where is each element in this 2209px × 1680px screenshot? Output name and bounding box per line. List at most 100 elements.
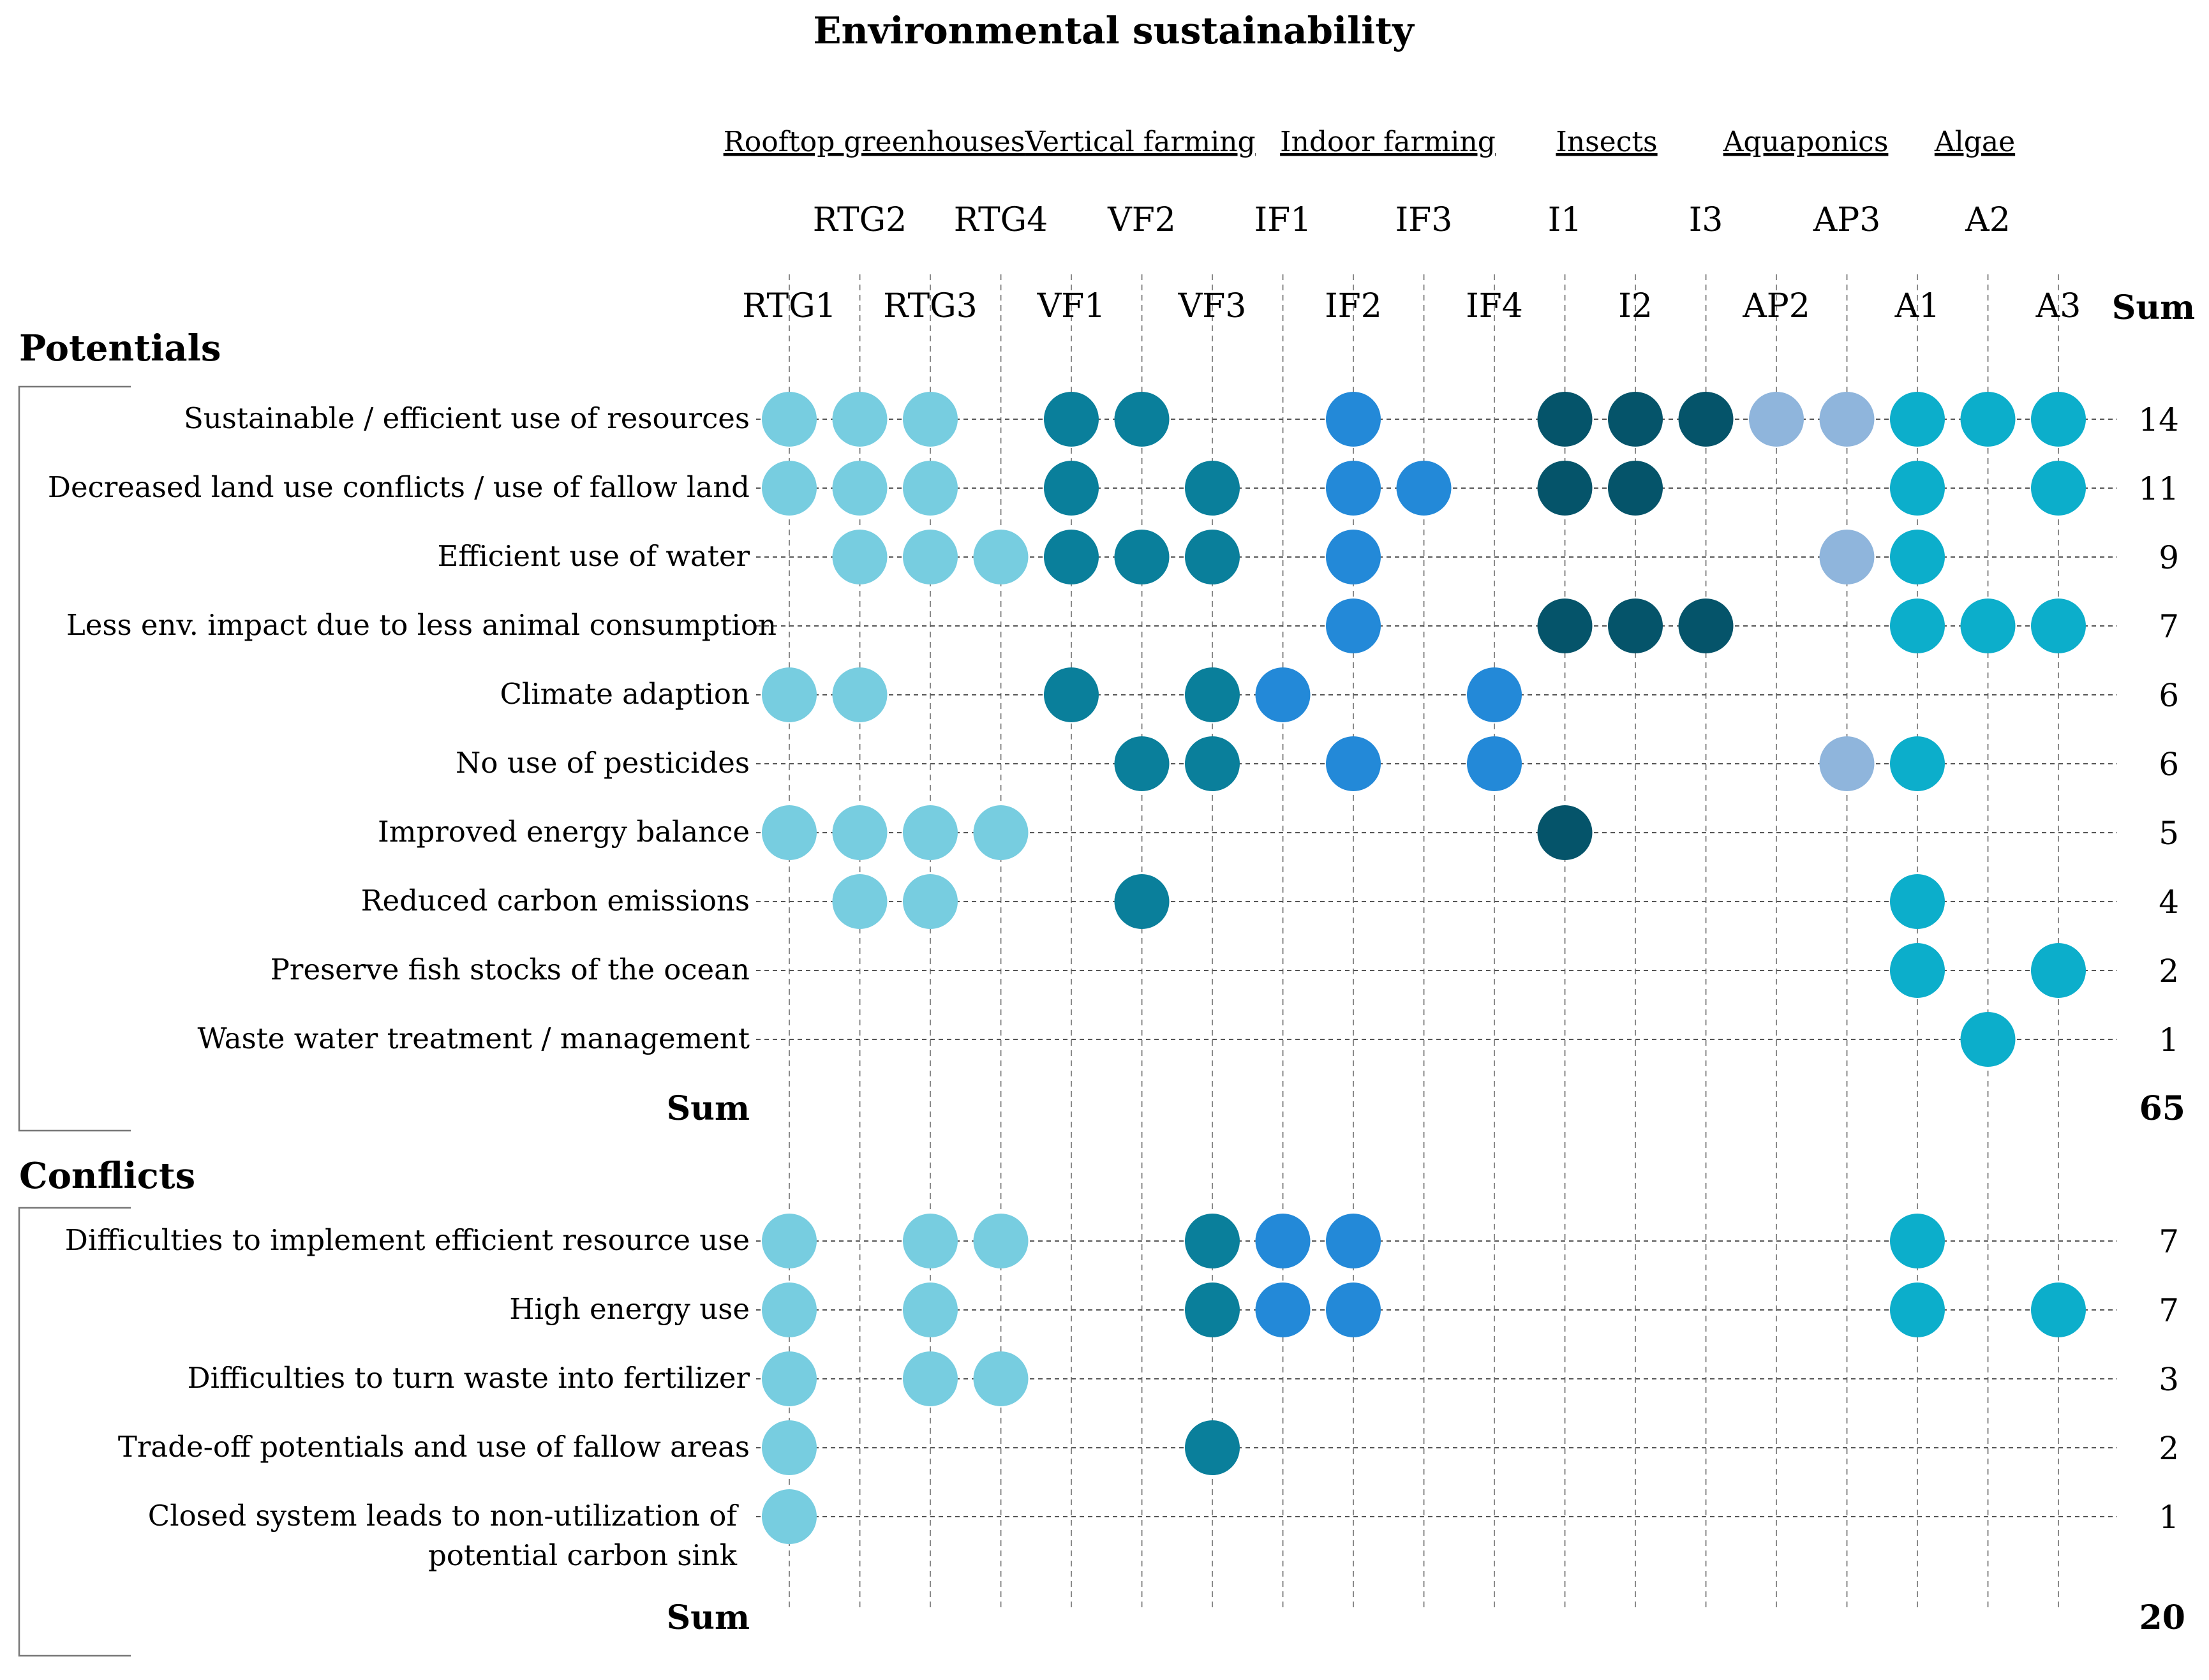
- column-header-if2: IF2: [1325, 287, 1382, 325]
- dot-i3: [1678, 392, 1734, 447]
- dot-a1: [1890, 598, 1945, 653]
- group-header-vertical-farming: Vertical farming: [1024, 126, 1255, 158]
- dot-rtg2: [832, 530, 888, 584]
- row-label: Difficulties to turn waste into fertiliz…: [188, 1361, 750, 1395]
- row-label: Improved energy balance: [378, 815, 750, 849]
- dot-if2: [1326, 392, 1381, 447]
- row-trade-off-potentials-and-use-of-fallow-areas: Trade-off potentials and use of fallow a…: [118, 1430, 2179, 1467]
- dot-if1: [1255, 1282, 1311, 1337]
- dot-if2: [1326, 1282, 1381, 1337]
- section-bracket: [18, 1207, 131, 1657]
- dot-i1: [1537, 461, 1593, 516]
- row-sum: 3: [2159, 1361, 2179, 1398]
- dot-i2: [1608, 461, 1663, 516]
- dot-if4: [1467, 667, 1522, 722]
- row-label: Sustainable / efficient use of resources: [184, 401, 750, 435]
- section-conflicts: Conflicts Difficulties to implement effic…: [18, 1155, 2185, 1657]
- dot-vf3: [1185, 461, 1240, 516]
- dot-if4: [1467, 736, 1522, 791]
- row-sum: 7: [2159, 608, 2179, 645]
- column-header-a2: A2: [1965, 201, 2011, 239]
- dot-rtg1: [762, 1282, 817, 1337]
- column-header-if4: IF4: [1466, 287, 1523, 325]
- dot-rtg1: [762, 805, 817, 860]
- sum-column-header: Sum: [2112, 288, 2195, 327]
- row-sum: 2: [2159, 1430, 2179, 1467]
- column-header-rtg2: RTG2: [813, 201, 907, 239]
- column-header-vf2: VF2: [1107, 201, 1176, 239]
- dot-if2: [1326, 461, 1381, 516]
- dot-a1: [1890, 943, 1945, 998]
- row-sum: 5: [2159, 815, 2179, 852]
- dot-rtg3: [903, 805, 958, 860]
- dot-rtg1: [762, 1489, 817, 1544]
- dot-rtg4: [973, 530, 1029, 584]
- dot-vf3: [1185, 530, 1240, 584]
- dot-if1: [1255, 1214, 1311, 1268]
- column-header-ap3: AP3: [1813, 201, 1881, 239]
- row-label: Climate adaption: [500, 677, 750, 711]
- row-sustainable-efficient-use-of-resources: Sustainable / efficient use of resources…: [184, 401, 2179, 438]
- row-sum: 6: [2159, 677, 2179, 714]
- column-header-i1: I1: [1548, 201, 1582, 239]
- column-header-i3: I3: [1689, 201, 1723, 239]
- dot-i2: [1608, 598, 1663, 653]
- sections: Potentials Sustainable / efficient use of…: [18, 327, 2185, 1657]
- dot-if1: [1255, 667, 1311, 722]
- dot-rtg3: [903, 392, 958, 447]
- grid-lines: [789, 274, 2059, 1608]
- dot-a3: [2031, 461, 2086, 516]
- group-header-rooftop-greenhouses: Rooftop greenhouses: [724, 126, 1025, 158]
- row-sum: 11: [2138, 470, 2179, 507]
- dot-rtg3: [903, 1351, 958, 1406]
- dot-rtg2: [832, 874, 888, 929]
- row-label: Reduced carbon emissions: [361, 884, 750, 918]
- dots: [762, 392, 2086, 1544]
- dot-a1: [1890, 392, 1945, 447]
- dot-a2: [1960, 598, 2016, 653]
- dot-rtg2: [832, 805, 888, 860]
- section-potentials: Potentials Sustainable / efficient use of…: [18, 327, 2185, 1132]
- dot-vf1: [1044, 392, 1099, 447]
- dot-ap3: [1819, 736, 1875, 791]
- dot-vf1: [1044, 530, 1099, 584]
- dot-a3: [2031, 943, 2086, 998]
- section-sum-label: Sum: [667, 1089, 750, 1128]
- dot-rtg1: [762, 461, 817, 516]
- dot-rtg1: [762, 392, 817, 447]
- column-header-ap2: AP2: [1742, 287, 1810, 325]
- dot-rtg1: [762, 667, 817, 722]
- group-header-aquaponics: Aquaponics: [1723, 126, 1889, 158]
- column-header-rtg3: RTG3: [883, 287, 978, 325]
- row-sum: 4: [2159, 884, 2179, 921]
- row-label: No use of pesticides: [456, 746, 750, 780]
- dot-vf1: [1044, 667, 1099, 722]
- dot-vf3: [1185, 1282, 1240, 1337]
- row-label: Closed system leads to non-utilization o…: [148, 1499, 740, 1533]
- row-sum: 9: [2159, 539, 2179, 576]
- row-label: Difficulties to implement efficient reso…: [65, 1223, 750, 1257]
- dot-vf2: [1114, 736, 1170, 791]
- section-title-potentials: Potentials: [19, 327, 221, 369]
- dot-rtg1: [762, 1420, 817, 1475]
- column-header-vf1: VF1: [1037, 287, 1106, 325]
- row-label: Trade-off potentials and use of fallow a…: [118, 1430, 750, 1464]
- dot-if2: [1326, 736, 1381, 791]
- row-sum: 2: [2159, 953, 2179, 990]
- row-difficulties-to-implement-efficient-resource-use: Difficulties to implement efficient reso…: [65, 1223, 2179, 1260]
- dot-if2: [1326, 598, 1381, 653]
- dot-rtg3: [903, 461, 958, 516]
- dot-i1: [1537, 598, 1593, 653]
- dot-if3: [1396, 461, 1452, 516]
- dot-i1: [1537, 805, 1593, 860]
- dot-vf3: [1185, 667, 1240, 722]
- column-header-rtg1: RTG1: [742, 287, 837, 325]
- row-high-energy-use: High energy use 7: [509, 1292, 2179, 1329]
- section-total: 65: [2139, 1089, 2185, 1128]
- row-less-env-impact-due-to-less-animal-consumption: Less env. impact due to less animal cons…: [66, 608, 2179, 645]
- row-difficulties-to-turn-waste-into-fertilizer: Difficulties to turn waste into fertiliz…: [188, 1361, 2179, 1398]
- dot-a1: [1890, 530, 1945, 584]
- column-header-if1: IF1: [1254, 201, 1312, 239]
- row-label: High energy use: [509, 1292, 750, 1326]
- dot-a1: [1890, 874, 1945, 929]
